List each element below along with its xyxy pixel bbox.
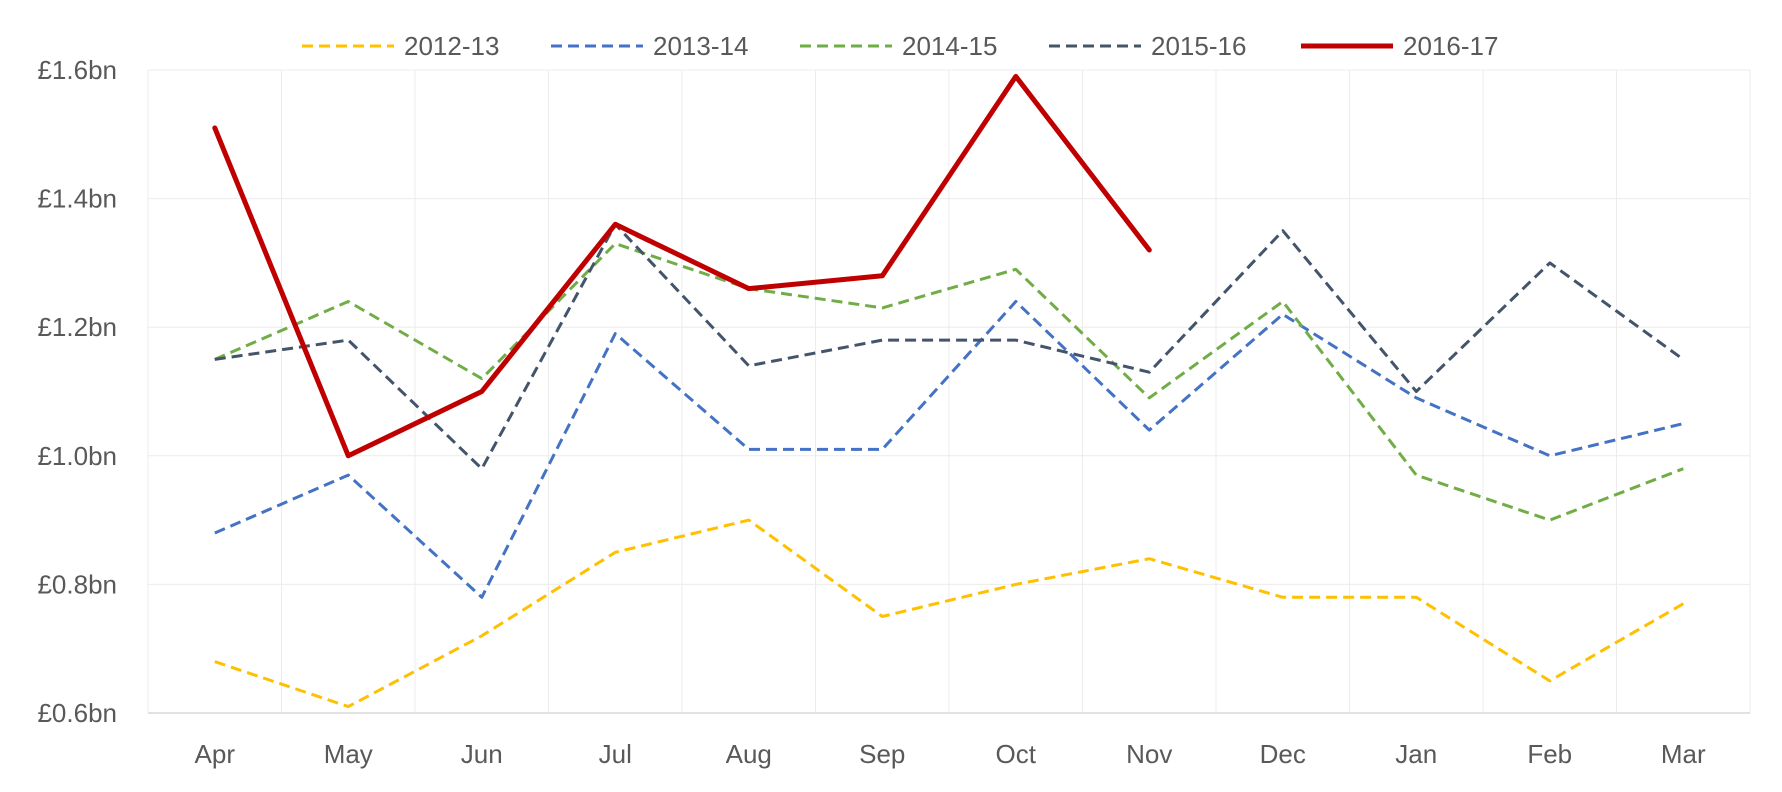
legend-label: 2013-14 [653, 31, 748, 61]
series-line-2012-13 [214, 518, 1685, 709]
y-tick-label: £0.8bn [37, 569, 117, 599]
grid-layer [147, 69, 1751, 713]
y-tick-label: £1.4bn [37, 184, 117, 214]
series-line-2015-16 [214, 222, 1685, 471]
legend: 2012-13 2013-14 2014-15 2015-16 2016-17 [302, 31, 1498, 61]
legend-label: 2012-13 [404, 31, 499, 61]
x-tick-label: Dec [1260, 739, 1306, 769]
x-tick-label: Oct [996, 739, 1037, 769]
y-tick-label: £1.2bn [37, 312, 117, 342]
series-line-2014-15 [214, 242, 1684, 522]
y-tick-label: £1.0bn [37, 441, 117, 471]
legend-label: 2016-17 [1403, 31, 1498, 61]
axis-layer: £0.6bn £0.8bn £1.0bn £1.2bn £1.4bn £1.6bn Apr M… [37, 55, 1750, 769]
x-tick-label: Mar [1661, 739, 1706, 769]
x-tick-label: Aug [726, 739, 772, 769]
x-tick-label: Apr [195, 739, 236, 769]
legend-label: 2015-16 [1151, 31, 1246, 61]
y-tick-label: £0.6bn [37, 698, 117, 728]
x-tick-label: Jul [599, 739, 632, 769]
x-tick-label: Sep [859, 739, 905, 769]
x-tick-label: Jan [1395, 739, 1437, 769]
series-layer [212, 73, 1685, 709]
x-tick-label: May [324, 739, 373, 769]
series-line-2013-14 [214, 300, 1684, 599]
legend-label: 2014-15 [902, 31, 997, 61]
x-tick-label: Feb [1527, 739, 1572, 769]
x-tick-label: Nov [1126, 739, 1172, 769]
x-tick-label: Jun [461, 739, 503, 769]
series-line-2016-17 [212, 73, 1152, 459]
y-tick-label: £1.6bn [37, 55, 117, 85]
